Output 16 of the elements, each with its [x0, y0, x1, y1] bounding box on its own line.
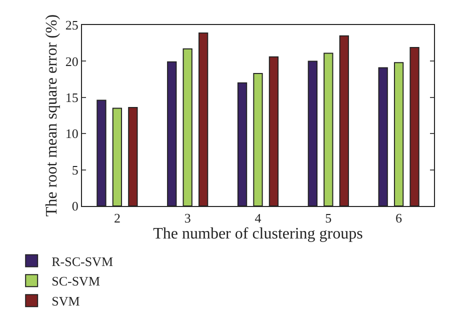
y-tick-label: 5 — [72, 162, 78, 178]
x-tick-label: 4 — [254, 210, 262, 226]
y-tick-label: 20 — [65, 54, 78, 69]
y-tick-label: 25 — [65, 18, 78, 33]
y-axis-title: The root mean square error (%) — [43, 14, 60, 217]
y-tick-label: 15 — [65, 90, 78, 105]
x-tick-label: 6 — [396, 210, 403, 226]
x-tick-label: 5 — [325, 210, 332, 226]
y-tick-label: 0 — [72, 198, 78, 214]
x-tick-label: 3 — [184, 210, 191, 226]
x-axis-title: The number of clustering groups — [153, 226, 363, 243]
legend-label: SC-SVM — [52, 274, 100, 289]
x-tick-label: 2 — [114, 210, 120, 226]
legend-label: SVM — [52, 294, 80, 309]
legend-label: R-SC-SVM — [52, 254, 114, 269]
y-tick-label: 10 — [65, 126, 78, 142]
